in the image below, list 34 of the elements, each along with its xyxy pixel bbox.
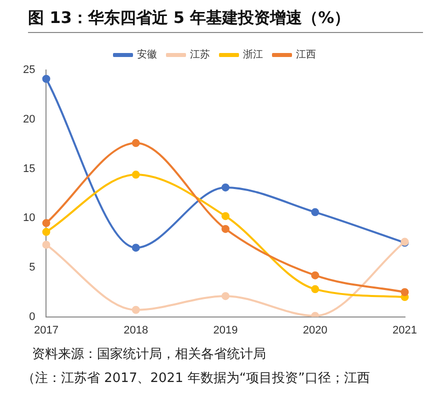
- x-tick-label: 2021: [392, 324, 418, 336]
- y-tick-label: 5: [29, 261, 36, 274]
- point: [42, 219, 50, 228]
- point: [42, 228, 50, 236]
- point: [132, 244, 140, 252]
- point: [222, 183, 230, 192]
- point: [132, 139, 140, 148]
- point: [222, 292, 230, 300]
- point: [222, 212, 230, 220]
- y-tick-label: 15: [22, 162, 36, 175]
- point: [42, 240, 50, 249]
- x-tick-label: 2020: [302, 324, 328, 336]
- point: [311, 285, 320, 294]
- x-tick-label: 2017: [34, 324, 58, 336]
- y-tick-label: 25: [22, 64, 36, 76]
- point: [222, 224, 230, 233]
- legend-label: 江西: [296, 48, 316, 61]
- point: [400, 288, 409, 296]
- x-tick-label: 2019: [213, 324, 238, 336]
- text: 资料来源：国家统计局，相关各省统计局: [31, 346, 267, 364]
- point: [42, 74, 50, 83]
- y-tick-label: 20: [22, 113, 36, 126]
- legend-label: 江苏: [190, 48, 210, 61]
- y-tick-label: 10: [22, 212, 36, 224]
- x-tick-label: 2018: [124, 324, 148, 336]
- legend-label: 安徽: [137, 48, 157, 61]
- text: （注：江苏省 2017、2021 年数据为“项目投资”口径；江西: [22, 370, 370, 388]
- chart-title: 图 13：华东四省近 5 年基建投资增速（%）: [28, 8, 423, 33]
- y-tick-label: 0: [29, 310, 36, 323]
- point: [132, 170, 140, 179]
- point: [132, 306, 140, 314]
- point: [311, 208, 320, 216]
- point: [311, 271, 320, 280]
- legend-label: 浙江: [243, 48, 263, 61]
